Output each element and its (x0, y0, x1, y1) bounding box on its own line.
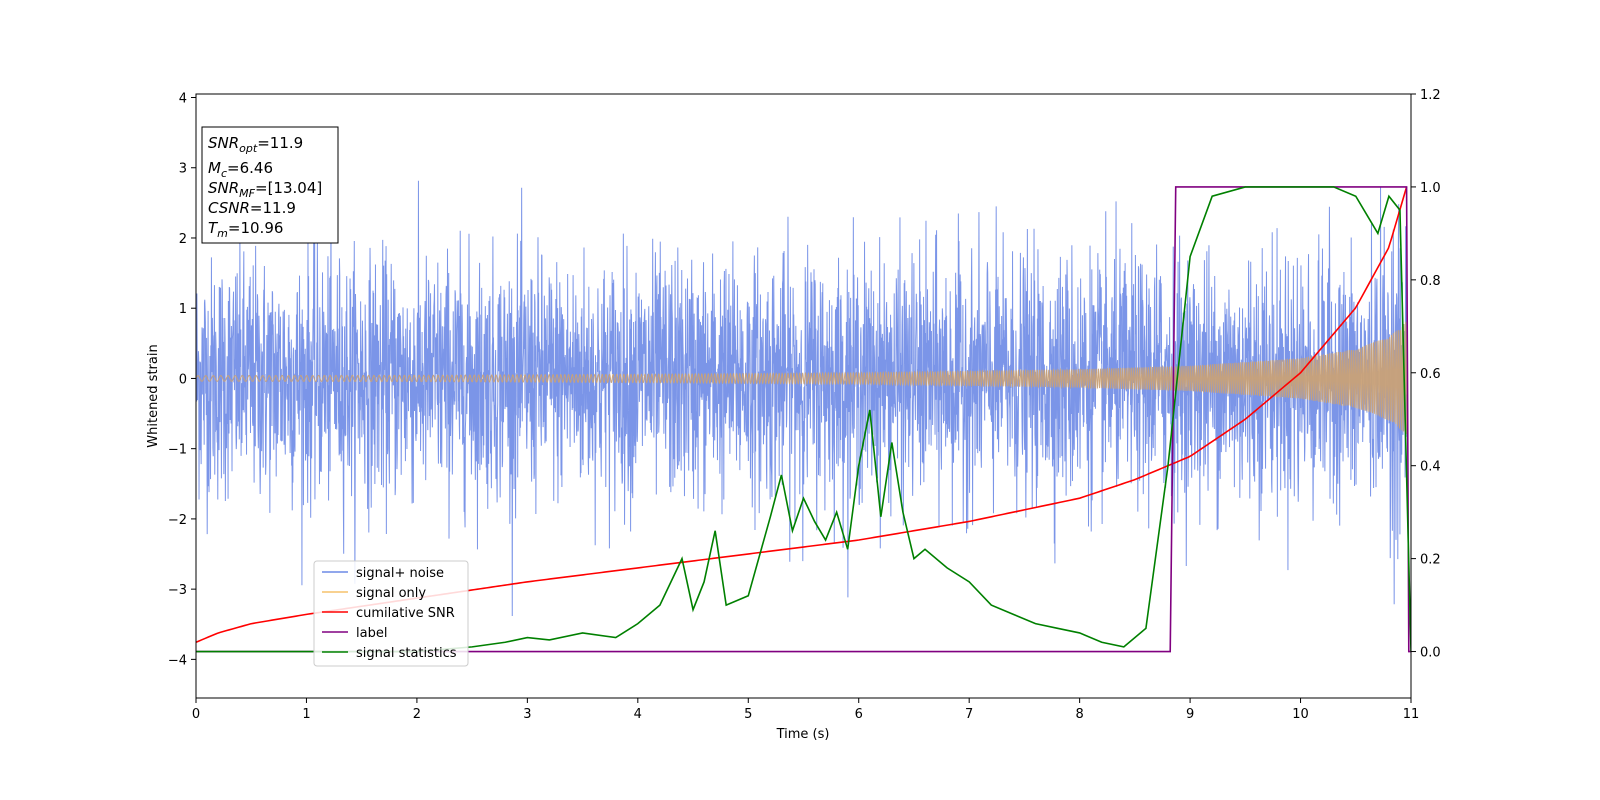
series-signal-statistics (196, 186, 1411, 653)
x-axis-ticks: 0 1 2 3 4 5 6 7 8 9 10 11 (192, 698, 1419, 722)
left-y-tick-label: −4 (168, 653, 187, 668)
signal-statistics-line (196, 186, 1411, 653)
legend-label-signal-statistics: signal statistics (356, 646, 457, 661)
annotation-chirp-mass: Mc=6.46 (208, 159, 273, 180)
annotation-csnr: CSNR=11.9 (208, 199, 296, 217)
legend-label-label: label (356, 626, 387, 641)
plot-frame (195, 93, 1412, 699)
right-y-tick-label: 0.2 (1420, 553, 1441, 568)
left-y-tick-label: 3 (179, 162, 187, 177)
x-axis-label: Time (s) (776, 727, 830, 742)
annotation-snr-mf: SNRMF=[13.04] (208, 179, 322, 200)
legend-label-cumilative-snr: cumilative SNR (356, 606, 455, 621)
legend-label-signal-plus-noise: signal+ noise (356, 566, 444, 581)
legend-label-signal-only: signal only (356, 586, 426, 601)
x-tick-label: 7 (965, 707, 973, 722)
x-tick-label: 8 (1075, 707, 1083, 722)
x-tick-label: 4 (634, 707, 642, 722)
x-tick-label: 3 (523, 707, 531, 722)
x-tick-label: 2 (413, 707, 421, 722)
left-y-tick-label: −1 (168, 443, 187, 458)
x-tick-label: 10 (1292, 707, 1309, 722)
x-tick-label: 5 (744, 707, 752, 722)
annotation-box: SNRopt=11.9 Mc=6.46 SNRMF=[13.04] CSNR=1… (201, 126, 339, 244)
x-tick-label: 9 (1186, 707, 1194, 722)
left-y-axis-ticks: 4 3 2 1 0 −1 −2 −3 −4 (168, 92, 196, 668)
left-y-tick-label: 2 (179, 232, 187, 247)
right-y-tick-label: 0.8 (1420, 274, 1441, 289)
annotation-snr-opt: SNRopt=11.9 (208, 134, 303, 155)
right-y-tick-label: 1.2 (1420, 88, 1441, 103)
x-tick-label: 0 (192, 707, 200, 722)
right-y-axis-ticks: 1.2 1.0 0.8 0.6 0.4 0.2 0.0 (1411, 88, 1441, 661)
right-y-tick-label: 0.0 (1420, 646, 1441, 661)
right-y-tick-label: 0.4 (1420, 460, 1441, 475)
series-signal-only (196, 321, 1408, 434)
y-axis-label: Whitened strain (146, 344, 161, 447)
legend: signal+ noise signal only cumilative SNR… (313, 560, 469, 667)
right-y-tick-label: 0.6 (1420, 367, 1441, 382)
left-y-tick-label: −3 (168, 583, 187, 598)
left-y-tick-label: 1 (179, 302, 187, 317)
signal-plus-noise-line (196, 180, 1408, 616)
signal-only-line (196, 321, 1408, 434)
annotation-merger-time: Tm=10.96 (208, 219, 283, 240)
x-tick-label: 6 (855, 707, 863, 722)
series-signal-plus-noise (196, 180, 1408, 616)
x-tick-label: 11 (1403, 707, 1420, 722)
right-y-tick-label: 1.0 (1420, 181, 1441, 196)
left-y-tick-label: −2 (168, 513, 187, 528)
left-y-tick-label: 4 (179, 92, 187, 107)
left-y-tick-label: 0 (179, 372, 187, 387)
x-tick-label: 1 (302, 707, 310, 722)
